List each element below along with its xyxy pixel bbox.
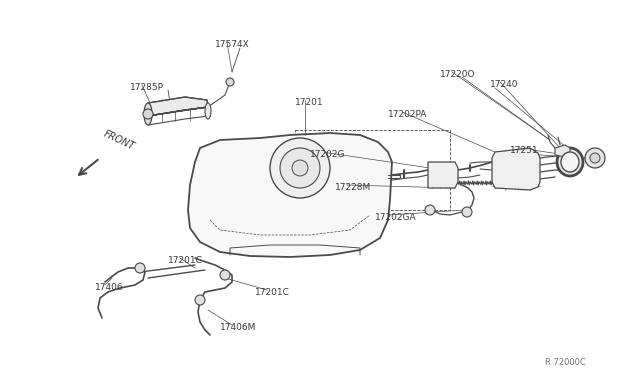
Text: 17201C: 17201C bbox=[255, 288, 290, 297]
Circle shape bbox=[226, 78, 234, 86]
Text: 17202G: 17202G bbox=[310, 150, 346, 159]
Circle shape bbox=[425, 205, 435, 215]
Text: 17201: 17201 bbox=[295, 98, 324, 107]
Text: 17202PA: 17202PA bbox=[388, 110, 428, 119]
Circle shape bbox=[270, 138, 330, 198]
Text: 17406: 17406 bbox=[95, 283, 124, 292]
Circle shape bbox=[292, 160, 308, 176]
Text: 17228M: 17228M bbox=[335, 183, 371, 192]
Circle shape bbox=[135, 263, 145, 273]
Circle shape bbox=[195, 295, 205, 305]
Circle shape bbox=[462, 207, 472, 217]
Polygon shape bbox=[148, 97, 208, 116]
Text: 17201C: 17201C bbox=[168, 256, 203, 265]
Text: 17240: 17240 bbox=[490, 80, 518, 89]
Text: 17574X: 17574X bbox=[215, 40, 250, 49]
Text: 17285P: 17285P bbox=[130, 83, 164, 92]
Circle shape bbox=[143, 109, 153, 119]
Text: 17406M: 17406M bbox=[220, 323, 257, 332]
Polygon shape bbox=[428, 162, 458, 188]
Circle shape bbox=[280, 148, 320, 188]
Ellipse shape bbox=[144, 103, 152, 125]
Text: R 72000C: R 72000C bbox=[545, 358, 586, 367]
Circle shape bbox=[590, 153, 600, 163]
Polygon shape bbox=[555, 145, 570, 157]
Ellipse shape bbox=[205, 103, 211, 119]
Circle shape bbox=[220, 270, 230, 280]
Ellipse shape bbox=[561, 152, 579, 172]
Text: 17220O: 17220O bbox=[440, 70, 476, 79]
Text: 17251: 17251 bbox=[510, 146, 539, 155]
Polygon shape bbox=[492, 148, 540, 190]
Text: 17202GA: 17202GA bbox=[375, 213, 417, 222]
Ellipse shape bbox=[557, 148, 583, 176]
Circle shape bbox=[585, 148, 605, 168]
Bar bbox=[295, 130, 450, 210]
Polygon shape bbox=[188, 133, 392, 257]
Text: FRONT: FRONT bbox=[102, 129, 136, 152]
